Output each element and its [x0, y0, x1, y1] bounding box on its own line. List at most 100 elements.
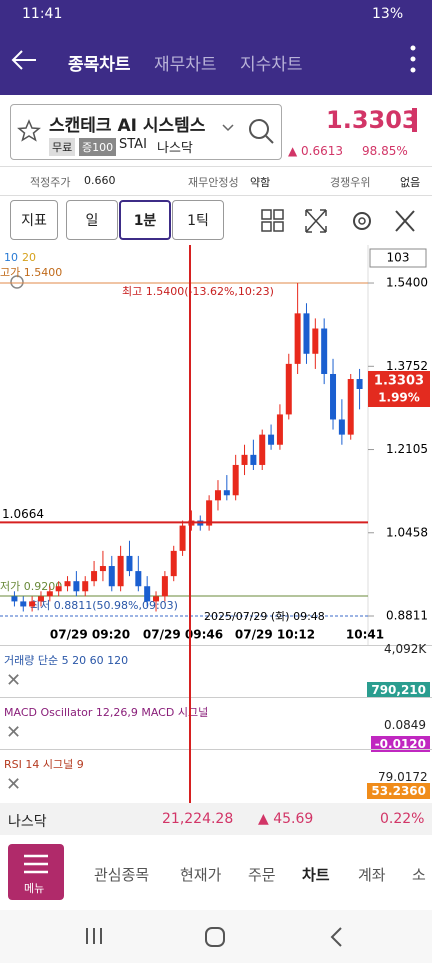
macd-level: 0.0849 [384, 718, 426, 732]
tab[interactable]: 지수차트 [240, 55, 303, 75]
price: 1.3303 [326, 106, 419, 134]
macd-last: -0.0120 [370, 736, 430, 752]
low-label: 저가 0.9200 [0, 580, 62, 593]
clock: 11:41 [22, 6, 63, 22]
macd-panel: MACD Oscillator 12,26,9 MACD 시그널 ✕ 0.084… [0, 697, 432, 752]
y-tick-label: 1.5400 [386, 276, 428, 290]
badge: 증100 [79, 138, 117, 156]
stock-name: 스캔테크 AI 시스템스 [49, 116, 206, 136]
rsi-level: 79.0172 [378, 770, 428, 784]
indicator-button[interactable]: 지표 [10, 200, 58, 240]
app-header: 11:41 13% 종목차트 재무차트 지수차트 [0, 0, 432, 95]
candle-body [223, 490, 230, 496]
dropdown[interactable] [221, 123, 235, 133]
info-value: 0.660 [84, 174, 116, 187]
recents-button[interactable] [84, 926, 104, 946]
tab[interactable]: 종목차트 [68, 55, 131, 75]
close-icon[interactable]: ✕ [6, 722, 22, 743]
menu-item[interactable]: 현재가 [180, 866, 222, 884]
ma-label: 20 [22, 251, 36, 264]
menu-label: 메뉴 [24, 882, 45, 895]
count-box [369, 248, 427, 268]
menu-button[interactable]: 메뉴 [8, 844, 64, 900]
candle-body [99, 566, 106, 572]
badge: 무료 [49, 138, 76, 156]
ma-label: 10 [4, 251, 18, 264]
menu-item[interactable]: 계좌 [358, 866, 386, 884]
market: 나스닥 [157, 141, 193, 156]
menu-item[interactable]: 소 [412, 866, 426, 884]
candle-body [37, 596, 44, 602]
rsi-last: 53.2360 [367, 783, 430, 799]
candle-body [11, 596, 18, 602]
candle-body [161, 576, 168, 597]
high-label: 고가 1.5400 [0, 266, 62, 279]
home-button[interactable] [204, 926, 226, 948]
candle-body [64, 581, 71, 587]
price-bar [412, 108, 417, 132]
toolbar-icons[interactable] [260, 208, 420, 234]
y-tick-label: 1.3752 [386, 359, 428, 373]
last-pct: 1.99% [378, 391, 420, 405]
price-chart[interactable]: 103 10 20 1.5400 1.3752 1.2105 1.0458 0.8811… [0, 245, 432, 645]
candle-body [294, 313, 301, 364]
candle-body [347, 379, 354, 435]
menu-item[interactable]: 차트 [302, 866, 330, 884]
candle-body [232, 464, 239, 496]
y-tick-label: 1.0458 [386, 525, 428, 539]
period-button[interactable]: 1분 [119, 200, 171, 240]
candle-body [126, 555, 133, 572]
volume-last: 790,210 [367, 682, 430, 698]
close-icon[interactable]: ✕ [6, 670, 22, 691]
market-pct: 0.22% [380, 811, 425, 827]
system-nav [0, 910, 432, 963]
period-button[interactable]: 1틱 [172, 200, 224, 240]
menu-item[interactable]: 주문 [248, 866, 276, 884]
candle-body [117, 555, 124, 587]
info-label: 재무안정성 [188, 176, 239, 189]
low-note: 최저 0.8811(50.98%,09:03) [30, 599, 178, 612]
cursor-price: 1.0664 [2, 507, 44, 521]
more-button[interactable] [408, 44, 418, 74]
market-row: 나스닥 21,224.28 ▲ 45.69 0.22% [0, 803, 432, 835]
crosshair-extension [189, 645, 191, 803]
candle-body [330, 373, 337, 420]
search-icon[interactable] [247, 117, 275, 145]
menu-item[interactable]: 관심종목 [94, 866, 150, 884]
candle-body [285, 363, 292, 415]
close-icon[interactable]: ✕ [6, 774, 22, 795]
last-price-box [368, 371, 430, 407]
volume-panel: 거래량 단순 5 20 60 120 ✕ 4,092K 790,210 [0, 642, 432, 698]
x-tick-label: 10:41 [346, 628, 384, 642]
favorite-star[interactable] [17, 119, 41, 143]
candle-body [55, 586, 62, 592]
y-tick-label: 1.2105 [386, 442, 428, 456]
candle-body [276, 414, 283, 445]
bottom-menu: 메뉴 관심종목 현재가 주문 차트 계좌 소 [0, 836, 432, 910]
zoom-icon[interactable] [10, 275, 24, 289]
candle-body [153, 596, 160, 602]
candle-body [144, 586, 151, 602]
candle-count: 103 [387, 251, 410, 265]
info-row: 적정주가 0.660 재무안정성 약함 경쟁우위 없음 [0, 166, 432, 196]
volume-max: 4,092K [384, 642, 427, 656]
tab[interactable]: 재무차트 [154, 55, 217, 75]
candle-body [338, 419, 345, 435]
menu-icon [24, 854, 48, 874]
candle-body [214, 490, 221, 501]
candle-body [259, 434, 266, 465]
back-button[interactable] [10, 48, 38, 72]
stock-search-box[interactable]: 스캔테크 AI 시스템스 무료 증100 STAI 나스닥 [10, 104, 282, 160]
candle-body [312, 328, 319, 354]
info-value: 없음 [400, 176, 421, 189]
candle-body [321, 328, 328, 374]
x-tick-label: 07/29 10:12 [235, 628, 315, 642]
candle-body [29, 601, 36, 607]
volume-title: 거래량 단순 5 20 60 120 [4, 654, 129, 667]
period-button[interactable]: 일 [66, 200, 118, 240]
info-label: 경쟁우위 [330, 176, 371, 189]
back-nav-button[interactable] [328, 926, 344, 948]
candle-body [91, 571, 98, 582]
